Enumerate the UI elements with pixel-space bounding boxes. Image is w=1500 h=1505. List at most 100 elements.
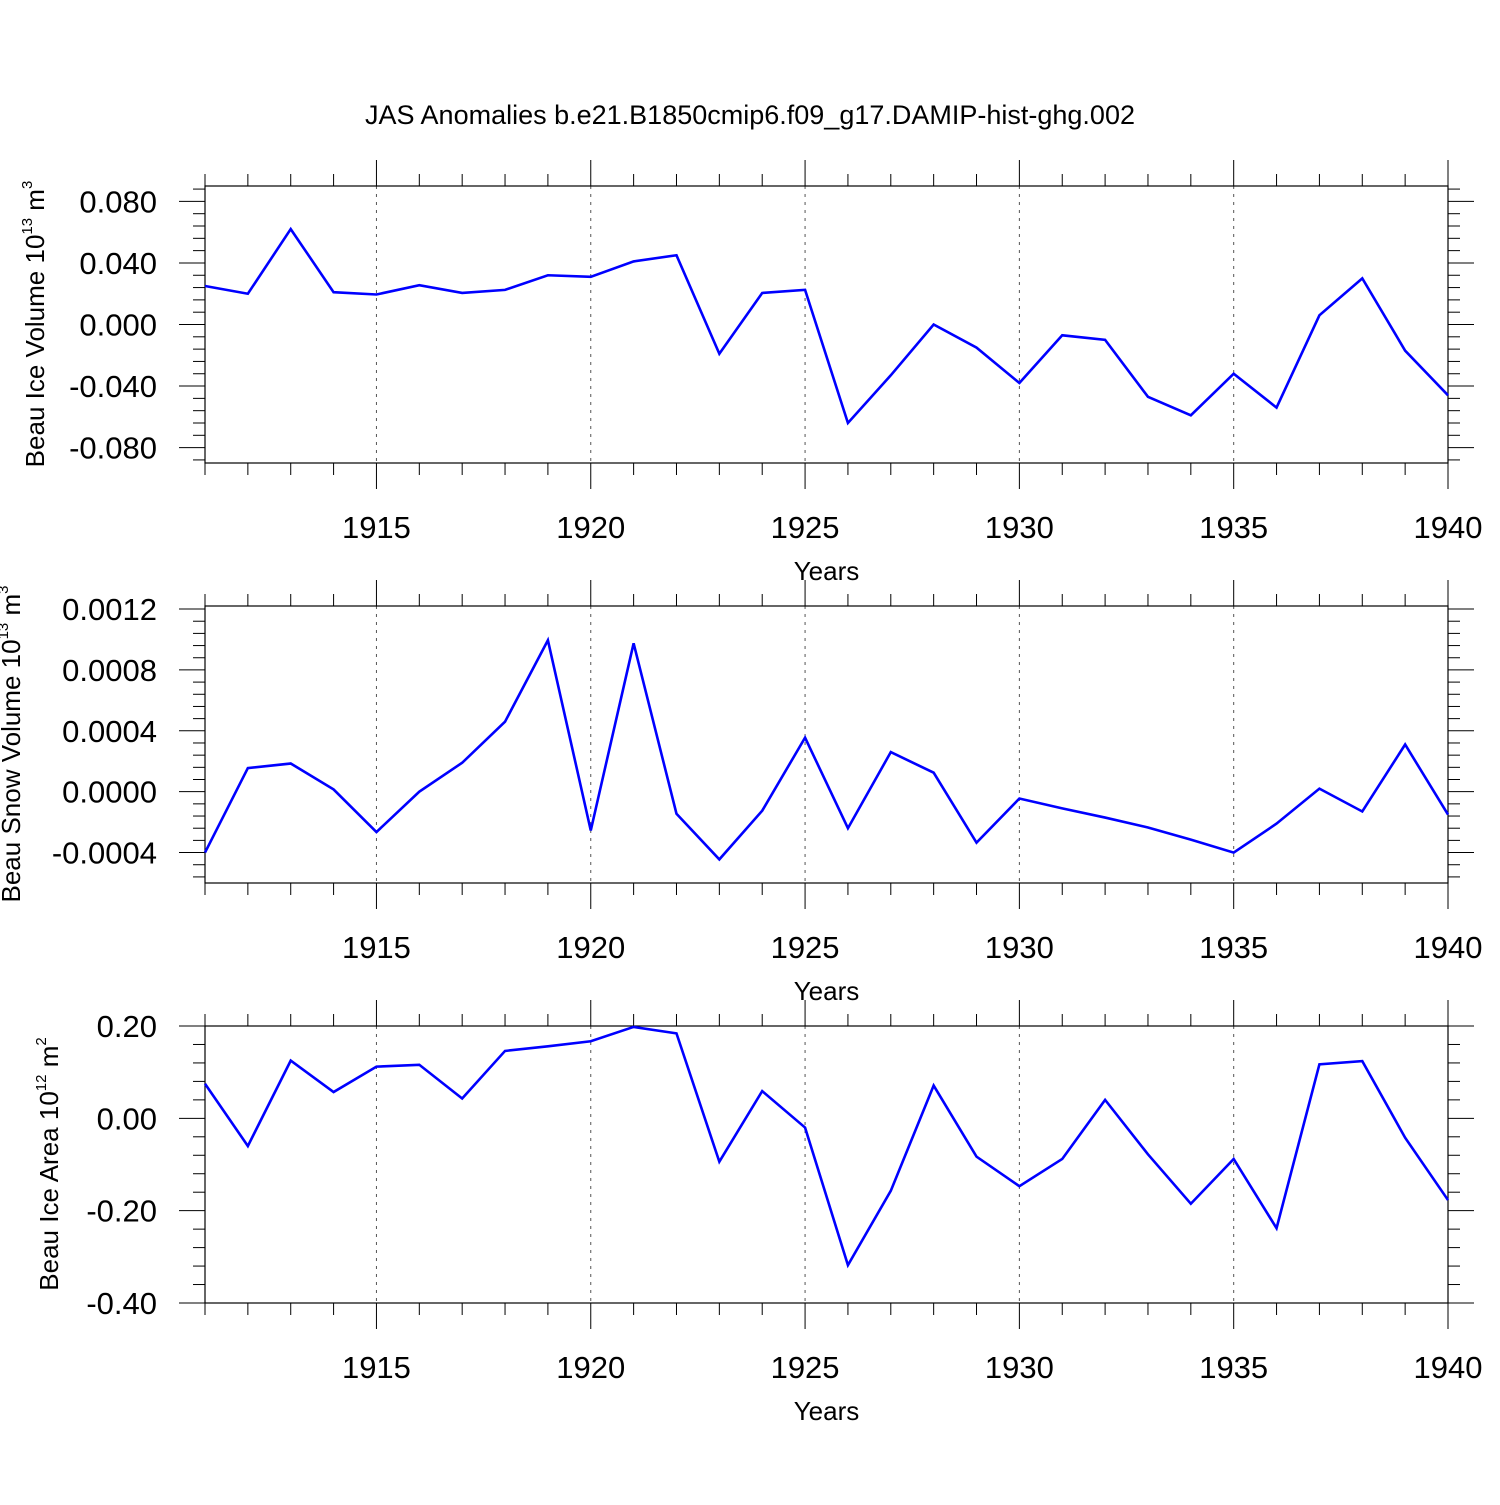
x-tick-label: 1930 (985, 510, 1054, 545)
y-tick-label: 0.0012 (62, 592, 157, 627)
panel-volume: 0.080 0.040 0.000 -0.040 -0.080 1915 1920 1925 1… (19, 160, 1482, 586)
data-point (375, 831, 377, 833)
data-point (1447, 813, 1449, 815)
x-tick-label: 1940 (1414, 510, 1483, 545)
data-point (204, 851, 206, 853)
data-point (1275, 406, 1277, 408)
y-tick-label: 0.0008 (62, 653, 157, 688)
x-tick-label: 1920 (556, 1350, 625, 1385)
y-tick-label: 0.040 (79, 246, 157, 281)
data-point (1190, 1203, 1192, 1205)
data-point (1275, 1227, 1277, 1229)
data-point (675, 1032, 677, 1034)
x-tick-label: 1940 (1414, 930, 1483, 965)
data-point (761, 292, 763, 294)
data-point (1232, 373, 1234, 375)
data-point (504, 289, 506, 291)
data-point (1190, 414, 1192, 416)
data-point (1147, 826, 1149, 828)
data-point (332, 788, 334, 790)
y-tick-label: -0.0004 (52, 836, 157, 871)
data-point (1104, 339, 1106, 341)
data-point (890, 1190, 892, 1192)
data-point (847, 827, 849, 829)
data-point (761, 810, 763, 812)
x-tick-label: 1925 (771, 1350, 840, 1385)
x-tick-label: 1915 (342, 1350, 411, 1385)
panel-area: 0.20 0.00 -0.20 -0.40 1915 1920 1925 1930 1935 19… (33, 1000, 1482, 1426)
data-point (847, 1264, 849, 1266)
data-point (290, 1059, 292, 1061)
y-tick-label: -0.40 (86, 1286, 157, 1321)
plot-frame (204, 1025, 1449, 1304)
data-point (1275, 822, 1277, 824)
data-point (461, 1097, 463, 1099)
y-tick-label: 0.20 (97, 1009, 157, 1044)
data-point (804, 1126, 806, 1128)
data-point (975, 841, 977, 843)
data-point (247, 293, 249, 295)
data-point (547, 274, 549, 276)
data-point (932, 323, 934, 325)
x-tick-label: 1930 (985, 930, 1054, 965)
data-point (1318, 314, 1320, 316)
data-point (1018, 1185, 1020, 1187)
data-point (247, 767, 249, 769)
x-tick-label: 1935 (1199, 1350, 1268, 1385)
y-tick-label: -0.040 (69, 369, 157, 404)
data-point (804, 736, 806, 738)
y-tick-label: 0.00 (97, 1101, 157, 1136)
y-axis-title: Beau Ice Volume 1013 m3 (19, 181, 50, 468)
data-point (761, 1090, 763, 1092)
data-point (1318, 787, 1320, 789)
data-point (547, 1045, 549, 1047)
x-tick-label: 1925 (771, 930, 840, 965)
data-point (847, 422, 849, 424)
data-point (1147, 396, 1149, 398)
x-tick-label: 1935 (1199, 930, 1268, 965)
data-point (375, 293, 377, 295)
data-point (890, 374, 892, 376)
data-point (1361, 810, 1363, 812)
y-axis-title: Beau Snow Volume 1013 m3 (0, 586, 26, 903)
data-point (418, 1064, 420, 1066)
data-point (290, 228, 292, 230)
data-point (632, 1026, 634, 1028)
series-line-volume (204, 226, 1449, 426)
data-point (975, 1155, 977, 1157)
data-point (1018, 797, 1020, 799)
y-axis-title: Beau Ice Area 1012 m2 (33, 1037, 64, 1290)
figure-title: JAS Anomalies b.e21.B1850cmip6.f09_g17.D… (365, 100, 1135, 130)
data-point (718, 1161, 720, 1163)
data-point (590, 276, 592, 278)
data-point (1061, 807, 1063, 809)
data-point (418, 284, 420, 286)
y-tick-label: 0.000 (79, 308, 157, 343)
data-point (590, 1040, 592, 1042)
data-point (461, 292, 463, 294)
data-point (932, 771, 934, 773)
x-tick-label: 1925 (771, 510, 840, 545)
x-axis-title: Years (794, 556, 860, 586)
data-point (1104, 1099, 1106, 1101)
data-point (675, 813, 677, 815)
data-point (418, 790, 420, 792)
data-point (1232, 851, 1234, 853)
x-tick-label: 1940 (1414, 1350, 1483, 1385)
data-point (547, 639, 549, 641)
plot-frame (204, 185, 1449, 464)
data-point (718, 858, 720, 860)
x-tick-label: 1935 (1199, 510, 1268, 545)
data-point (332, 1091, 334, 1093)
data-point (1447, 1199, 1449, 1201)
x-tick-label: 1915 (342, 510, 411, 545)
x-tick-label: 1930 (985, 1350, 1054, 1385)
data-point (1404, 743, 1406, 745)
data-point (1147, 1153, 1149, 1155)
data-point (332, 291, 334, 293)
data-point (1404, 349, 1406, 351)
data-point (290, 762, 292, 764)
data-point (504, 1050, 506, 1052)
